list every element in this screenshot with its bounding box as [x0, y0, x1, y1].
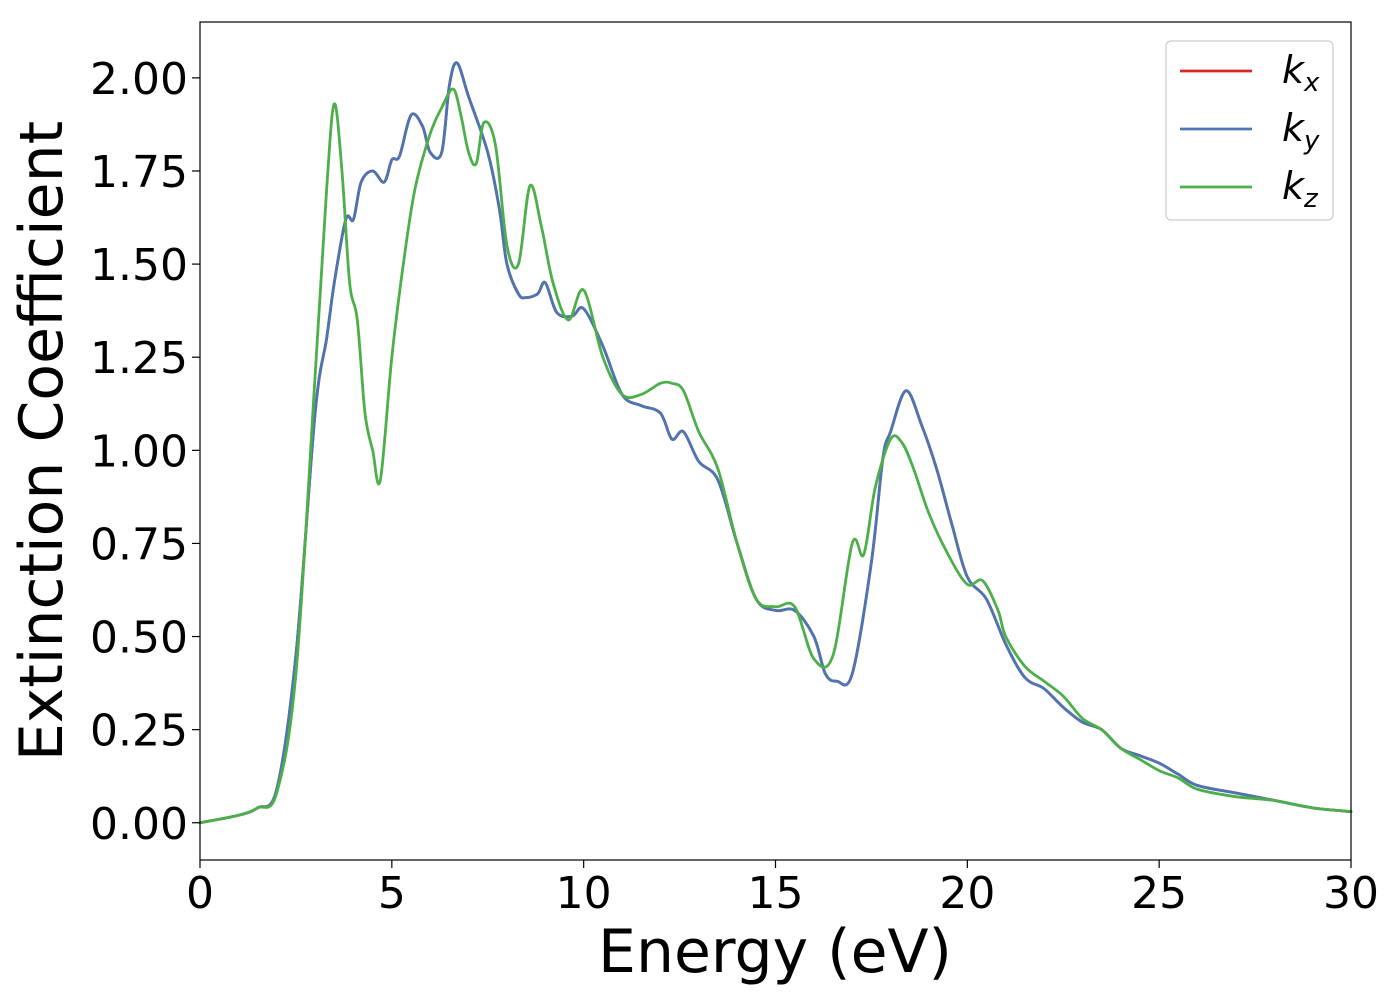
legend-label-base: k: [1282, 164, 1306, 208]
x-tick-label: 5: [378, 868, 406, 919]
x-tick-label: 25: [1131, 868, 1187, 919]
legend-label-kx: kx: [1282, 48, 1320, 98]
series-layer: [198, 61, 1353, 825]
legend-label-subscript: z: [1303, 184, 1319, 214]
x-tick-label: 15: [748, 868, 804, 919]
y-tick-label: 1.75: [90, 147, 188, 198]
x-axis-title: Energy (eV): [598, 917, 952, 987]
y-tick-label: 0.25: [90, 706, 188, 757]
legend-label-kz: kz: [1282, 164, 1319, 214]
x-tick-label: 30: [1323, 868, 1379, 919]
x-tick-label: 0: [186, 868, 214, 919]
legend-box: [1165, 40, 1334, 221]
y-axis-title: Extinction Coefficient: [7, 121, 77, 761]
x-axis-ticks: 0 5 10 15 20 25 30: [186, 860, 1379, 919]
legend-label-ky: ky: [1282, 106, 1320, 156]
y-tick-label: 0.50: [90, 613, 188, 664]
series-line-kz: [198, 87, 1353, 825]
series-line-ky: [198, 61, 1353, 825]
y-axis-ticks: 0.00 0.25 0.50 0.75 1.00 1.25 1.50 1.75 2.00: [90, 54, 200, 850]
y-tick-label: 1.25: [90, 333, 188, 384]
legend-label-base: k: [1282, 48, 1306, 92]
y-tick-label: 0.00: [90, 799, 188, 850]
legend-label-base: k: [1282, 106, 1306, 150]
x-tick-label: 20: [939, 868, 995, 919]
legend-label-subscript: x: [1303, 68, 1320, 98]
y-tick-label: 0.75: [90, 519, 188, 570]
y-tick-label: 2.00: [90, 54, 188, 105]
y-tick-label: 1.50: [90, 240, 188, 291]
y-tick-label: 1.00: [90, 426, 188, 477]
x-tick-label: 10: [556, 868, 612, 919]
legend-label-subscript: y: [1303, 126, 1320, 156]
